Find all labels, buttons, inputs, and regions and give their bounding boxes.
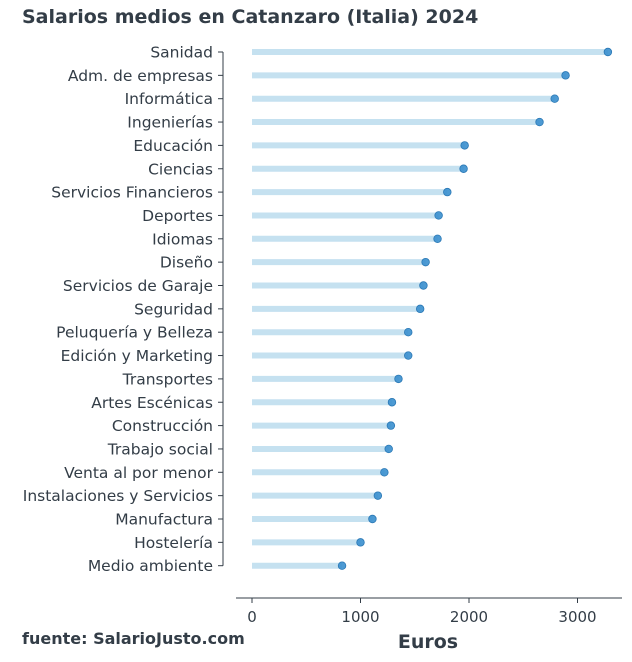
category-label-10: Servicios de Garaje bbox=[63, 277, 213, 295]
category-label-13: Edición y Marketing bbox=[61, 347, 213, 365]
data-point-0 bbox=[603, 47, 613, 57]
x-ticks: 0 1000 2000 3000 bbox=[247, 598, 597, 626]
data-point-10 bbox=[419, 281, 428, 290]
category-label-19: Instalaciones y Servicios bbox=[23, 487, 213, 505]
category-label-9: Diseño bbox=[160, 254, 213, 272]
category-label-8: Idiomas bbox=[152, 230, 213, 248]
data-point-17 bbox=[384, 444, 393, 454]
data-point-19 bbox=[373, 491, 383, 500]
category-label-15: Artes Escénicas bbox=[91, 394, 213, 412]
data-point-4 bbox=[460, 141, 469, 150]
data-point-20 bbox=[368, 514, 377, 524]
category-label-4: Educación bbox=[133, 137, 213, 155]
data-point-1 bbox=[561, 71, 570, 80]
dots-layer bbox=[337, 47, 613, 570]
data-point-8 bbox=[433, 234, 442, 243]
data-point-5 bbox=[459, 164, 468, 173]
x-tick-label-3: 3000 bbox=[558, 608, 596, 626]
data-point-12 bbox=[404, 328, 413, 337]
category-label-22: Medio ambiente bbox=[88, 557, 213, 575]
data-point-16 bbox=[386, 421, 396, 430]
x-tick-label-2: 2000 bbox=[450, 608, 488, 626]
source-note: fuente: SalarioJusto.com bbox=[22, 629, 245, 648]
data-point-15 bbox=[387, 398, 397, 407]
category-label-18: Venta al por menor bbox=[64, 464, 214, 482]
category-label-20: Manufactura bbox=[115, 511, 213, 529]
data-point-2 bbox=[550, 94, 559, 103]
data-point-9 bbox=[421, 257, 430, 267]
category-label-14: Transportes bbox=[122, 370, 213, 388]
category-labels: Sanidad Adm. de empresas Informática Ingeni… bbox=[23, 44, 223, 575]
data-point-13 bbox=[404, 351, 413, 360]
category-label-12: Peluquería y Belleza bbox=[56, 324, 213, 342]
stems-layer bbox=[252, 49, 608, 569]
chart-title: Salarios medios en Catanzaro (Italia) 20… bbox=[22, 6, 479, 28]
data-point-14 bbox=[394, 374, 403, 384]
x-tick-label-1: 1000 bbox=[341, 608, 379, 626]
data-point-21 bbox=[356, 538, 365, 547]
category-label-7: Deportes bbox=[142, 207, 213, 225]
category-label-21: Hostelería bbox=[134, 534, 213, 552]
category-label-1: Adm. de empresas bbox=[68, 67, 213, 85]
data-point-3 bbox=[535, 117, 544, 127]
x-axis-title: Euros bbox=[398, 631, 458, 653]
category-label-6: Servicios Financieros bbox=[51, 184, 213, 202]
data-point-18 bbox=[380, 468, 389, 477]
category-label-0: Sanidad bbox=[150, 44, 213, 62]
data-point-6 bbox=[443, 187, 452, 197]
category-label-3: Ingenierías bbox=[127, 114, 213, 132]
data-point-11 bbox=[415, 304, 425, 314]
category-label-2: Informática bbox=[125, 90, 213, 108]
category-label-5: Ciencias bbox=[148, 160, 213, 178]
category-label-16: Construcción bbox=[112, 417, 213, 435]
category-label-11: Seguridad bbox=[134, 300, 213, 318]
data-point-7 bbox=[434, 211, 443, 220]
data-point-22 bbox=[337, 561, 347, 570]
x-tick-label-0: 0 bbox=[247, 608, 257, 626]
category-label-17: Trabajo social bbox=[107, 440, 213, 458]
